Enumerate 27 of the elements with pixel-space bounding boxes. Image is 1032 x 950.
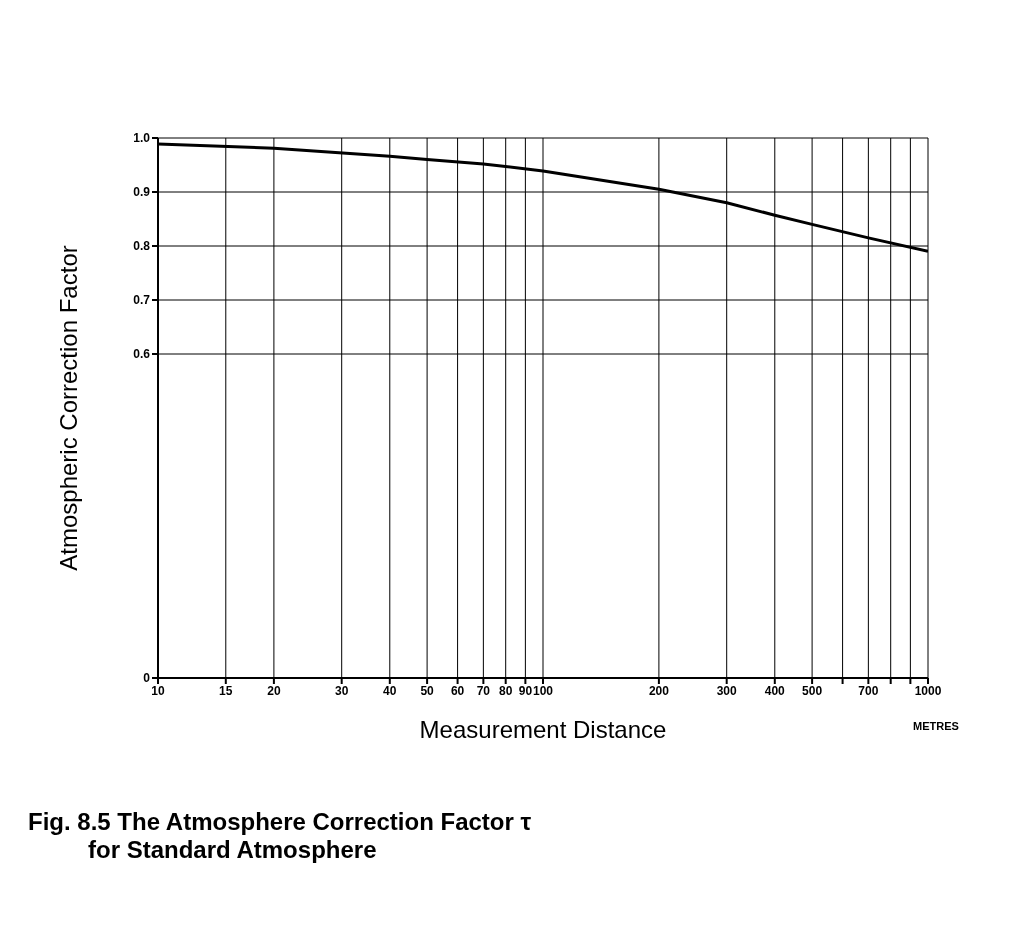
x-tick-label: 1000 [914, 683, 942, 698]
x-tick-label: 400 [764, 683, 786, 698]
y-tick-label: 0.6 [133, 347, 151, 362]
x-tick-label: 200 [648, 683, 670, 698]
y-tick-label: 0.8 [133, 239, 151, 254]
x-tick-label: 30 [335, 683, 349, 698]
x-tick-label: 15 [219, 683, 233, 698]
x-tick-label: 90 [518, 683, 533, 698]
x-tick-label: 700 [858, 683, 879, 698]
y-tick-label: 0 [143, 671, 151, 686]
y-tick-label: 0.9 [133, 185, 151, 200]
text: METRES [913, 720, 959, 732]
x-tick-label: 50 [420, 683, 435, 698]
x-tick-label: 500 [802, 683, 823, 698]
text: Fig. 8.5 The Atmosphere Correction Factor τ for Standard Atmosphere [28, 808, 533, 864]
y-tick-label: 0.7 [133, 293, 151, 308]
y-axis-title: Atmospheric Correction Factor [54, 245, 82, 571]
x-tick-label: 100 [532, 683, 554, 698]
x-tick-label: 70 [476, 683, 491, 698]
x-tick-label: 300 [716, 683, 738, 698]
x-tick-label: 60 [450, 683, 465, 698]
x-axis-title: Measurement Distance [419, 716, 667, 743]
x-tick-label: 80 [499, 683, 513, 698]
y-tick-label: 1.0 [133, 131, 151, 146]
x-tick-label: 10 [151, 683, 165, 698]
x-tick-label: 20 [267, 683, 281, 698]
x-tick-label: 40 [383, 683, 397, 698]
